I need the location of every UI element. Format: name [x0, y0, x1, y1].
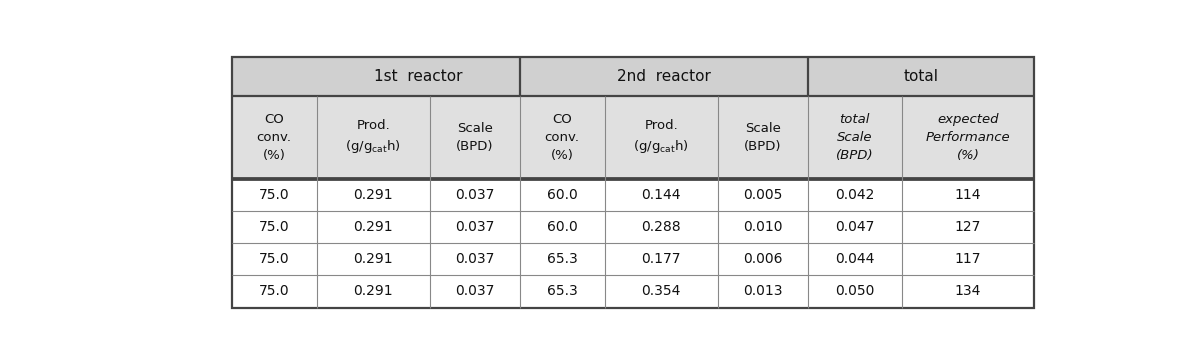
Text: 0.177: 0.177: [641, 252, 681, 266]
Text: 0.037: 0.037: [455, 220, 495, 234]
Text: 0.291: 0.291: [353, 188, 393, 202]
Text: Prod.
(g/g$_\mathregular{cat}$h): Prod. (g/g$_\mathregular{cat}$h): [345, 119, 401, 155]
Bar: [232, 57, 1034, 308]
Bar: [232, 211, 1034, 243]
Text: 0.044: 0.044: [835, 252, 875, 266]
Text: total
Scale
(BPD): total Scale (BPD): [835, 112, 873, 161]
Text: 0.288: 0.288: [641, 220, 681, 234]
Text: 0.291: 0.291: [353, 220, 393, 234]
Text: Scale
(BPD): Scale (BPD): [744, 121, 782, 153]
Text: 60.0: 60.0: [546, 220, 577, 234]
Text: 0.005: 0.005: [743, 188, 782, 202]
Text: Scale
(BPD): Scale (BPD): [456, 121, 494, 153]
Bar: [232, 178, 1034, 211]
Text: 75.0: 75.0: [259, 285, 289, 299]
Text: 0.354: 0.354: [641, 285, 681, 299]
Text: 1st  reactor: 1st reactor: [374, 69, 463, 84]
Text: 2nd  reactor: 2nd reactor: [616, 69, 710, 84]
Text: 0.047: 0.047: [835, 220, 875, 234]
Text: 75.0: 75.0: [259, 220, 289, 234]
Text: 65.3: 65.3: [546, 285, 577, 299]
Text: Prod.
(g/g$_\mathregular{cat}$h): Prod. (g/g$_\mathregular{cat}$h): [633, 119, 689, 155]
Text: 0.050: 0.050: [835, 285, 875, 299]
Bar: [232, 57, 1034, 96]
Bar: [232, 96, 1034, 178]
Text: 65.3: 65.3: [546, 252, 577, 266]
Text: 60.0: 60.0: [546, 188, 577, 202]
Text: 0.144: 0.144: [641, 188, 681, 202]
Text: 0.037: 0.037: [455, 188, 495, 202]
Text: 117: 117: [954, 252, 982, 266]
Text: 0.006: 0.006: [743, 252, 783, 266]
Text: CO
conv.
(%): CO conv. (%): [545, 112, 580, 161]
Text: CO
conv.
(%): CO conv. (%): [257, 112, 292, 161]
Text: 75.0: 75.0: [259, 252, 289, 266]
Bar: [232, 275, 1034, 308]
Text: 0.291: 0.291: [353, 252, 393, 266]
Text: total: total: [903, 69, 939, 84]
Text: expected
Performance
(%): expected Performance (%): [926, 112, 1010, 161]
Text: 75.0: 75.0: [259, 188, 289, 202]
Text: 0.037: 0.037: [455, 252, 495, 266]
Bar: [232, 243, 1034, 275]
Text: 0.291: 0.291: [353, 285, 393, 299]
Text: 0.042: 0.042: [835, 188, 875, 202]
Text: 0.010: 0.010: [743, 220, 783, 234]
Text: 127: 127: [954, 220, 982, 234]
Text: 134: 134: [954, 285, 982, 299]
Text: 0.013: 0.013: [743, 285, 783, 299]
Text: 114: 114: [954, 188, 982, 202]
Text: 0.037: 0.037: [455, 285, 495, 299]
